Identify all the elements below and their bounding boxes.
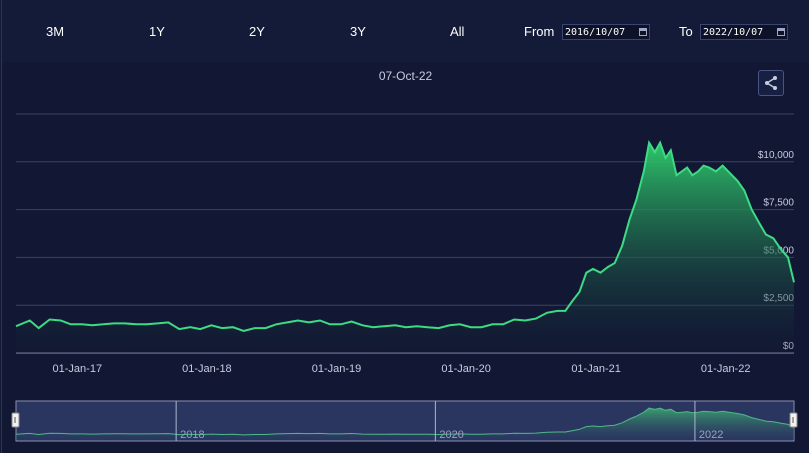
x-tick-label: 01-Jan-18 xyxy=(182,363,232,375)
from-label: From xyxy=(524,24,555,39)
share-icon xyxy=(765,76,777,90)
share-button[interactable] xyxy=(758,70,784,96)
chart-title: 07-Oct-22 xyxy=(378,69,433,83)
x-tick-label: 01-Jan-17 xyxy=(53,363,103,375)
range-button-3y[interactable]: 3Y xyxy=(350,24,366,39)
navigator-label: 2020 xyxy=(439,429,463,441)
calendar-icon[interactable] xyxy=(777,28,785,36)
series-line xyxy=(15,139,795,333)
navigator-label: 2022 xyxy=(699,429,723,441)
from-date-input[interactable]: 2016/10/07 xyxy=(562,24,650,40)
x-tick-label: 01-Jan-22 xyxy=(701,363,751,375)
to-date-value: 2022/10/07 xyxy=(703,27,764,38)
calendar-icon[interactable] xyxy=(639,28,647,36)
x-tick-label: 01-Jan-19 xyxy=(312,363,362,375)
y-tick-label: $7,500 xyxy=(763,198,794,209)
navigator-area xyxy=(16,408,794,440)
x-tick-label: 01-Jan-20 xyxy=(441,363,491,375)
x-axis-ticks: 01-Jan-17 01-Jan-18 01-Jan-19 01-Jan-20 01-J… xyxy=(53,363,751,375)
range-button-2y[interactable]: 2Y xyxy=(249,24,265,39)
to-label: To xyxy=(679,24,693,39)
range-button-3m[interactable]: 3M xyxy=(46,24,65,39)
range-button-1y[interactable]: 1Y xyxy=(149,24,165,39)
y-tick-label: $10,000 xyxy=(758,150,795,161)
from-date-value: 2016/10/07 xyxy=(565,27,626,38)
navigator-line xyxy=(15,407,795,436)
x-tick-label: 01-Jan-21 xyxy=(571,363,621,375)
to-date-input[interactable]: 2022/10/07 xyxy=(700,24,788,40)
series-area xyxy=(16,142,794,353)
navigator[interactable]: 2018 2020 2022 xyxy=(11,400,798,442)
navigator-label: 2018 xyxy=(180,429,204,441)
range-button-all[interactable]: All xyxy=(450,24,465,39)
range-toolbar: 3M 1Y 2Y 3Y All From 2016/10/07 To 2022/… xyxy=(2,0,809,62)
